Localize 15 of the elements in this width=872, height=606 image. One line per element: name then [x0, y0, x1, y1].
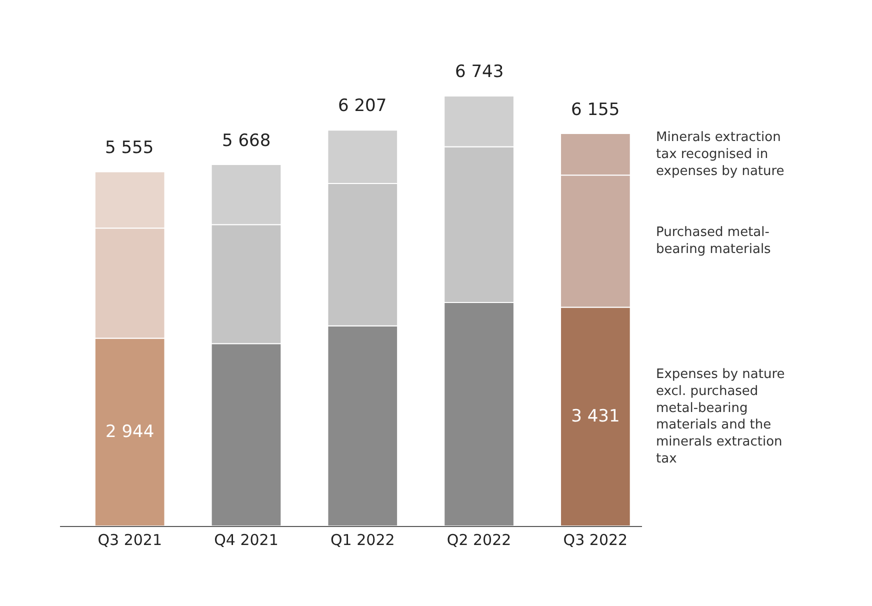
x-tick-label: Q3 2021 — [98, 531, 162, 549]
total-label: 6 743 — [455, 62, 504, 82]
x-tick-label: Q1 2022 — [330, 531, 395, 549]
x-tick-label: Q4 2021 — [214, 531, 278, 549]
total-label: 6 207 — [338, 96, 387, 116]
series-label: Minerals extraction tax recognised in expenses by nature — [656, 130, 784, 179]
total-label: 5 668 — [222, 131, 271, 151]
x-tick-label: Q3 2022 — [563, 531, 628, 549]
x-tick-label: Q2 2022 — [446, 531, 512, 549]
data-label: 3 431 — [571, 406, 620, 427]
total-label: 5 555 — [105, 138, 154, 158]
series-label: Purchased metal-bearing materials — [656, 225, 772, 257]
total-label: 6 155 — [571, 100, 620, 120]
data-label: 2 944 — [106, 422, 154, 442]
series-label: Expenses by nature excl. purchased metal-bearing materials and the minerals extraction tax — [656, 367, 785, 466]
